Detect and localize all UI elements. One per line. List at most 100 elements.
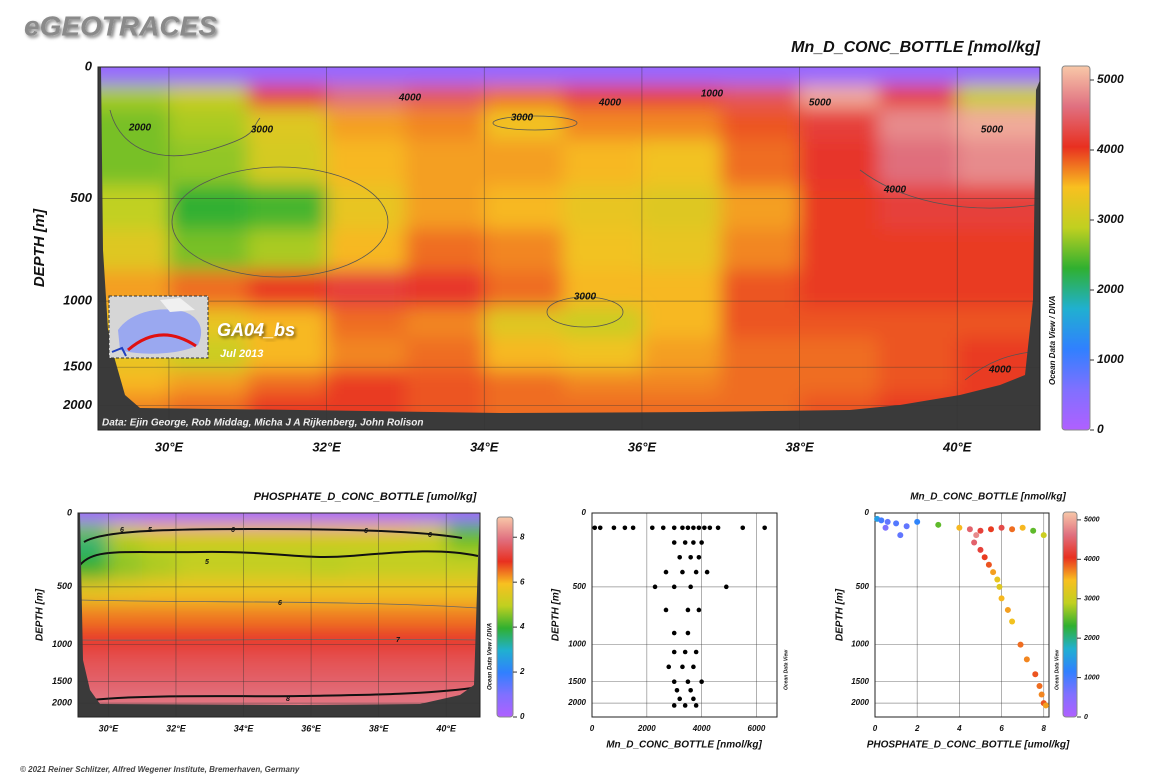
field-cell (108, 696, 143, 717)
field-cell (277, 604, 312, 628)
y-tick-label: 1000 (52, 639, 72, 649)
field-cell (957, 84, 1040, 109)
point (994, 576, 1001, 583)
overlay: 0 500 1000 1500 2000 30°E 32°E 34°E 36°E 38°E 40°E… (62, 58, 1124, 454)
x-tick-label: 40°E (942, 439, 972, 454)
field-cell (405, 67, 485, 86)
point (1019, 524, 1026, 531)
field-cell (641, 270, 722, 309)
contours (79, 527, 479, 701)
field-cell (484, 185, 564, 230)
field-cell (344, 579, 380, 605)
field-cell (209, 579, 245, 605)
field-cell (641, 84, 722, 109)
point (998, 524, 1005, 531)
x-tick-label: 34°E (470, 439, 499, 454)
field-cell (412, 648, 447, 666)
colorbar (1061, 65, 1091, 431)
contour-label: 6 (231, 527, 235, 534)
field-cell (326, 270, 406, 309)
point (597, 525, 603, 531)
chart-title: Mn_D_CONC_BOTTLE [nmol/kg] (791, 39, 1041, 56)
overlay: 0 500 1000 1500 2000 0 2 4 6 8 0 1000 2000 3000 4000 50… (850, 508, 1099, 733)
field-cell (311, 513, 346, 524)
field-cell (326, 229, 406, 271)
x-axis-label: Mn_D_CONC_BOTTLE [nmol/kg] (606, 740, 762, 751)
field-cell (326, 67, 406, 86)
y-tick-label: 2000 (51, 698, 72, 708)
point (1030, 527, 1037, 534)
colorbar-tick-label: 5000 (1084, 517, 1100, 524)
y-tick-label: 500 (57, 581, 72, 591)
field-cell (175, 683, 211, 698)
point (977, 546, 984, 553)
field-cell (878, 270, 958, 309)
field-cell (563, 371, 643, 395)
x-tick-label: 38°E (369, 723, 390, 733)
y-axis-label: DEPTH [m] (35, 588, 46, 641)
x-tick-label: 32°E (166, 723, 187, 733)
field-cell (446, 604, 480, 628)
field-cell (799, 139, 879, 186)
x-tick-label: 30°E (99, 723, 120, 733)
field-cell (720, 371, 801, 395)
chart-title: PHOSPHATE_D_CONC_BOTTLE [umol/kg] (254, 491, 477, 503)
point (671, 584, 677, 590)
contour-label: 6 (428, 532, 432, 539)
field-cell (209, 535, 245, 555)
field-cell (243, 535, 278, 555)
field-cell (446, 648, 480, 666)
field-cell (641, 185, 722, 230)
field-cell (957, 307, 1040, 338)
point (685, 630, 691, 636)
point (707, 525, 713, 531)
point (671, 649, 677, 655)
field-cell (344, 513, 380, 524)
field-cell (142, 513, 177, 524)
point (680, 569, 685, 575)
point (1032, 671, 1039, 678)
field-cell (405, 337, 485, 372)
field-cell (641, 67, 722, 86)
plot-frame (591, 512, 778, 718)
y-axis-label: DEPTH [m] (835, 588, 846, 641)
point (696, 555, 702, 560)
point (691, 696, 696, 702)
point (1023, 656, 1030, 663)
field-cell (175, 696, 211, 717)
field-cell (78, 648, 109, 666)
y-tick-label: 2000 (850, 698, 869, 707)
field-cell (243, 665, 278, 685)
field-cell (209, 648, 245, 666)
field (98, 67, 1040, 430)
point (935, 521, 942, 528)
plot-frame (591, 512, 778, 718)
point (666, 664, 672, 670)
x-tick-label: 32°E (312, 439, 341, 454)
watermark: Ocean Data View (1054, 649, 1060, 690)
field-cell (446, 579, 480, 605)
point (685, 525, 691, 531)
field-cell (142, 579, 177, 605)
colorbar-tick-label: 5000 (1097, 72, 1124, 86)
colorbar-tick-label: 8 (520, 532, 525, 541)
point (696, 607, 702, 613)
point (977, 527, 984, 534)
field-cell (175, 535, 211, 555)
y-tick-label: 0 (865, 508, 870, 517)
logo: eGEOTRACES (24, 10, 217, 41)
point (1009, 526, 1016, 533)
point (914, 518, 921, 525)
field-cell (378, 604, 413, 628)
x-tick-label: 30°E (155, 439, 184, 454)
field-cell (446, 627, 480, 649)
field-cell (378, 553, 413, 580)
field-cell (378, 665, 413, 685)
point (990, 569, 997, 576)
point (878, 517, 885, 524)
field-cell (277, 665, 312, 685)
y-tick-label: 1500 (52, 676, 72, 686)
y-axis-label: DEPTH [m] (551, 588, 562, 641)
field-cell (720, 270, 801, 309)
point (688, 555, 693, 560)
